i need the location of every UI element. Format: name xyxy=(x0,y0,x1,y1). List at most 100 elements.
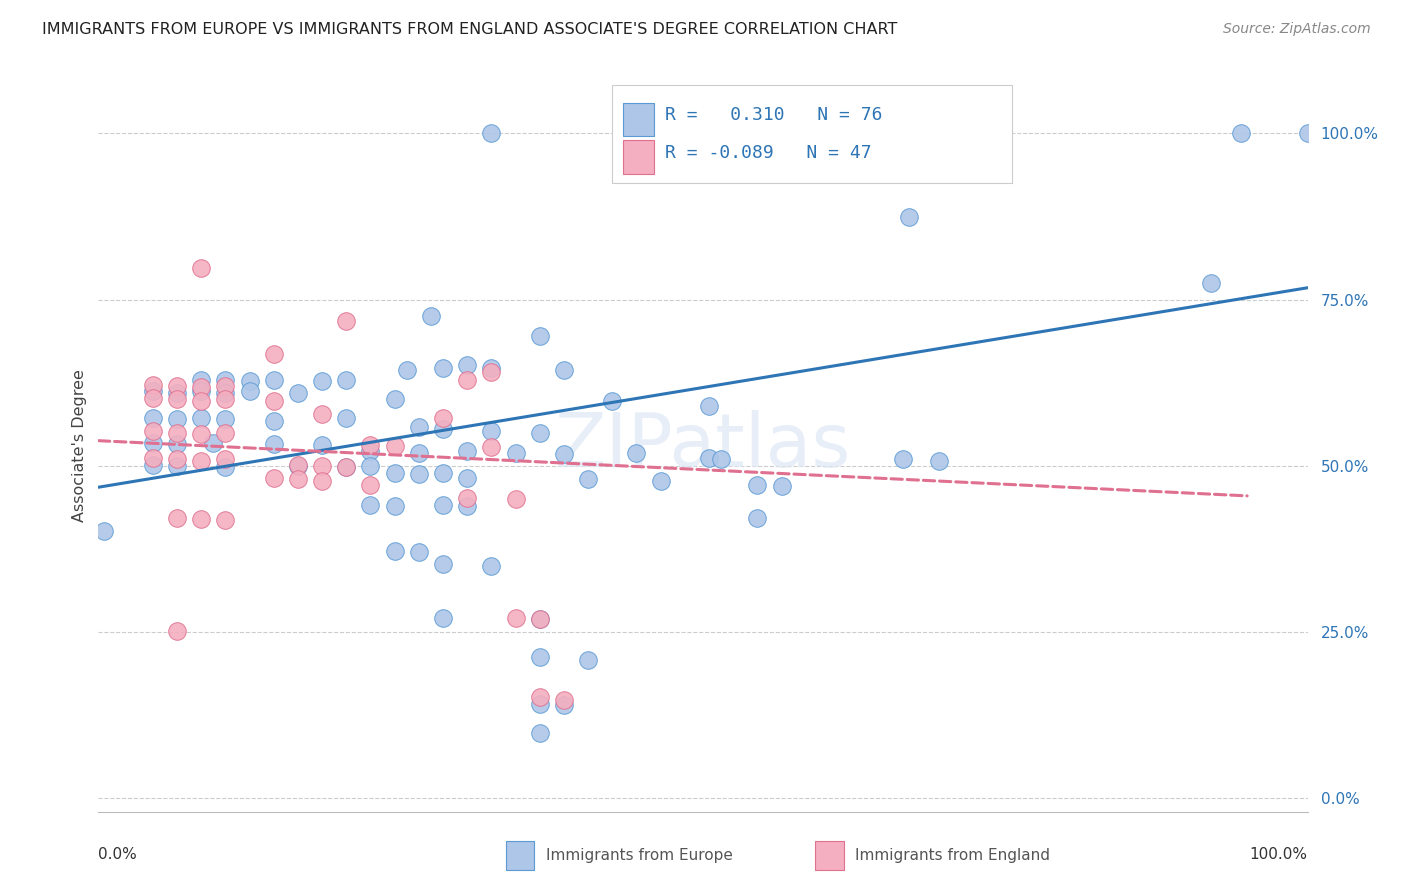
Point xyxy=(166,452,188,467)
Point xyxy=(214,379,236,393)
Point xyxy=(360,438,382,452)
Point xyxy=(360,458,382,473)
Point xyxy=(529,650,551,665)
Point xyxy=(697,450,720,465)
Text: Immigrants from Europe: Immigrants from Europe xyxy=(546,848,733,863)
Point xyxy=(432,466,454,480)
Point xyxy=(553,447,575,461)
Point xyxy=(335,411,357,425)
Point xyxy=(190,380,212,394)
Point xyxy=(481,558,503,573)
Point xyxy=(335,314,357,328)
Point xyxy=(456,491,478,505)
Point xyxy=(214,412,236,426)
Point xyxy=(214,385,236,400)
Point xyxy=(214,425,236,440)
Point xyxy=(263,437,285,451)
Point xyxy=(166,412,188,426)
Point xyxy=(214,513,236,527)
Point xyxy=(190,372,212,386)
Point xyxy=(335,460,357,475)
Point xyxy=(408,420,430,434)
Point xyxy=(93,524,115,538)
Point xyxy=(481,365,503,379)
Point xyxy=(384,466,406,480)
Point xyxy=(553,362,575,376)
Point xyxy=(190,411,212,425)
Point xyxy=(395,362,418,376)
Point xyxy=(263,393,285,408)
Point xyxy=(432,411,454,425)
Point xyxy=(142,425,165,439)
Point xyxy=(408,545,430,559)
Point xyxy=(239,374,262,388)
Point xyxy=(770,479,793,493)
Point xyxy=(505,445,527,459)
Point xyxy=(384,544,406,558)
Point xyxy=(529,697,551,711)
Point xyxy=(505,610,527,624)
Text: ZIPatlas: ZIPatlas xyxy=(555,409,851,483)
Point xyxy=(747,511,769,525)
Point xyxy=(384,499,406,513)
Point xyxy=(481,127,503,141)
Point xyxy=(287,458,309,472)
Point xyxy=(576,653,599,667)
Text: IMMIGRANTS FROM EUROPE VS IMMIGRANTS FROM ENGLAND ASSOCIATE'S DEGREE CORRELATION: IMMIGRANTS FROM EUROPE VS IMMIGRANTS FRO… xyxy=(42,22,897,37)
Point xyxy=(190,260,212,275)
Point xyxy=(263,372,285,386)
Point xyxy=(505,492,527,507)
Point xyxy=(263,471,285,485)
Point xyxy=(432,422,454,436)
Point xyxy=(166,425,188,440)
Point xyxy=(481,440,503,454)
Point xyxy=(408,445,430,459)
Point xyxy=(166,437,188,451)
Point xyxy=(891,452,914,467)
Point xyxy=(432,360,454,375)
Point xyxy=(142,391,165,405)
Point xyxy=(166,392,188,407)
Point xyxy=(456,358,478,372)
Point xyxy=(456,444,478,458)
Point xyxy=(529,612,551,626)
Text: R =   0.310   N = 76: R = 0.310 N = 76 xyxy=(665,106,883,124)
Point xyxy=(166,379,188,393)
Point xyxy=(529,612,551,626)
Point xyxy=(710,452,733,467)
Point xyxy=(626,445,648,459)
Point xyxy=(142,377,165,392)
Point xyxy=(214,372,236,386)
Text: R = -0.089   N = 47: R = -0.089 N = 47 xyxy=(665,144,872,161)
Point xyxy=(481,360,503,375)
Point xyxy=(166,624,188,638)
Point xyxy=(432,498,454,512)
Point xyxy=(1199,276,1222,290)
Point xyxy=(600,393,623,408)
Point xyxy=(420,310,443,324)
Point xyxy=(190,384,212,399)
Point xyxy=(529,329,551,343)
Text: 0.0%: 0.0% xyxy=(98,847,138,863)
Point xyxy=(360,498,382,512)
Point xyxy=(142,458,165,472)
Point xyxy=(287,458,309,473)
Point xyxy=(335,372,357,386)
Point xyxy=(1230,127,1253,141)
Point xyxy=(360,444,382,458)
Point xyxy=(190,453,212,467)
Point xyxy=(456,372,478,386)
Point xyxy=(897,210,920,224)
Point xyxy=(529,425,551,440)
Point xyxy=(928,453,950,467)
Y-axis label: Associate's Degree: Associate's Degree xyxy=(72,369,87,523)
Point xyxy=(287,472,309,486)
Point xyxy=(529,690,551,705)
Text: 100.0%: 100.0% xyxy=(1250,847,1308,863)
Point xyxy=(214,452,236,467)
Point xyxy=(311,438,333,452)
Point xyxy=(456,471,478,485)
Point xyxy=(287,385,309,400)
Text: Immigrants from England: Immigrants from England xyxy=(855,848,1050,863)
Point xyxy=(142,435,165,450)
